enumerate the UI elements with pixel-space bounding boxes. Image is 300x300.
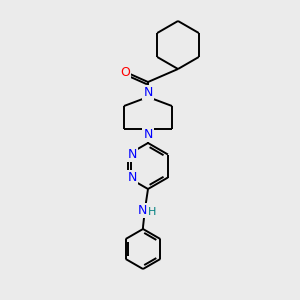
Text: N: N xyxy=(143,85,153,98)
Text: O: O xyxy=(120,67,130,80)
Text: N: N xyxy=(128,171,137,184)
Text: N: N xyxy=(137,203,147,217)
Text: N: N xyxy=(128,148,137,161)
Text: H: H xyxy=(148,207,156,217)
Text: N: N xyxy=(143,128,153,140)
